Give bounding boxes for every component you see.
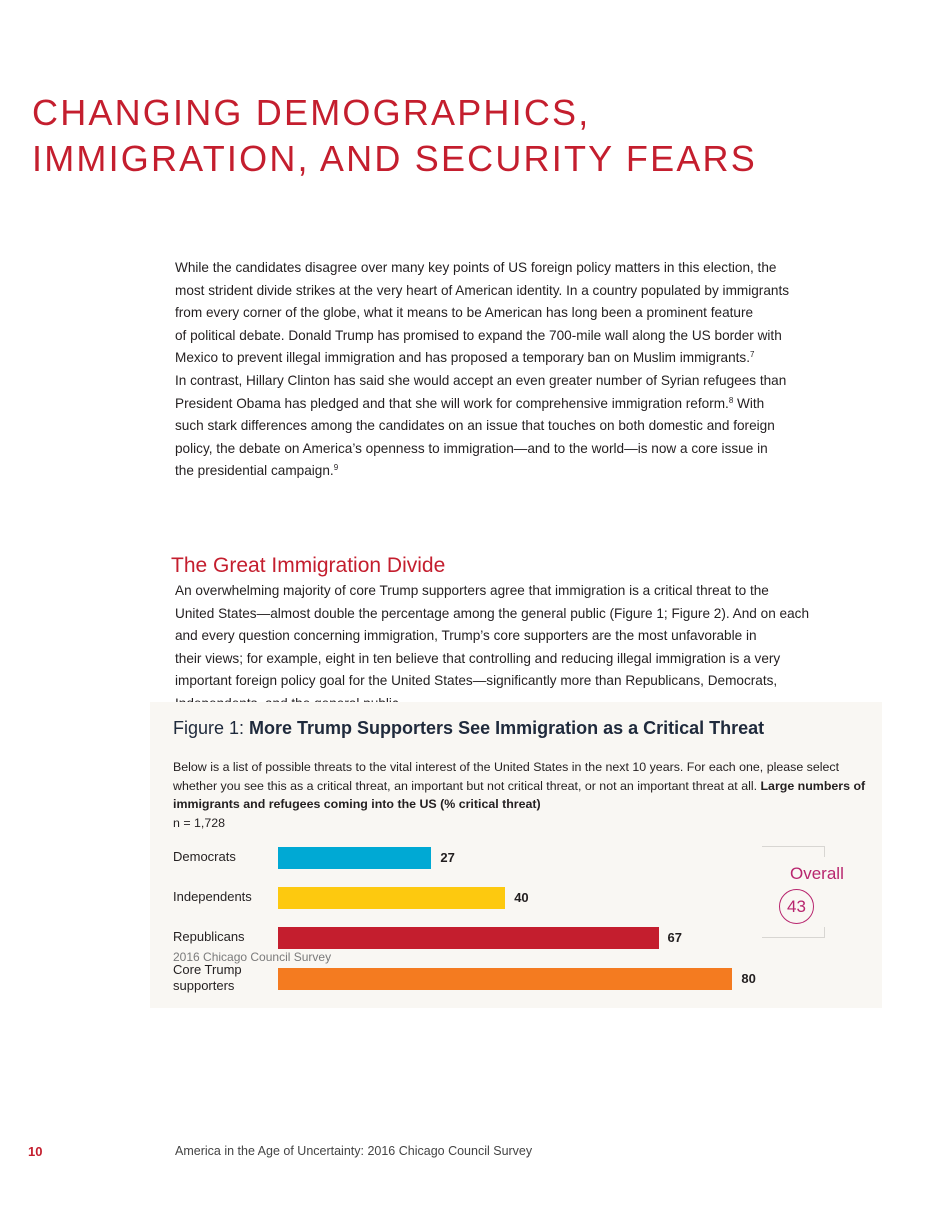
data-label: 40 [514, 890, 529, 905]
figure-title-bold: More Trump Supporters See Immigration as… [249, 718, 765, 738]
figure-title: Figure 1: More Trump Supporters See Immi… [173, 718, 764, 739]
text-line: Mexico to prevent illegal immigration an… [175, 347, 789, 370]
text-span: such stark differences among the candida… [175, 418, 775, 434]
text-span: the presidential campaign. [175, 463, 334, 479]
text-line: While the candidates disagree over many … [175, 257, 789, 280]
intro-paragraph: While the candidates disagree over many … [175, 257, 789, 483]
title-line: IMMIGRATION, AND SECURITY FEARS [32, 138, 757, 179]
text-span: United States—almost double the percenta… [175, 605, 810, 621]
data-label: 80 [741, 971, 756, 986]
bar [278, 927, 659, 949]
text-span: most strident divide strikes at the very… [175, 282, 790, 298]
text-span: Mexico to prevent illegal immigration an… [175, 350, 750, 366]
text-line: the presidential campaign.9 [175, 460, 789, 483]
figure-1: Figure 1: More Trump Supporters See Immi… [150, 702, 882, 1008]
category-label: Republicans [173, 929, 245, 944]
bar [278, 847, 432, 869]
text-line: from every corner of the globe, what it … [175, 302, 789, 325]
question-unit: (% critical threat) [436, 797, 541, 812]
category-label: Democrats [173, 849, 236, 864]
text-span: While the candidates disagree over many … [175, 260, 777, 275]
text-line: their views; for example, eight in ten b… [175, 648, 809, 671]
page-title: CHANGING DEMOGRAPHICS, IMMIGRATION, AND … [32, 90, 757, 182]
bar [278, 968, 733, 990]
section-heading: The Great Immigration Divide [171, 554, 446, 577]
text-line: President Obama has pledged and that she… [175, 393, 789, 416]
question-text: Below is a list of possible threats to t… [173, 760, 840, 793]
footnote-ref[interactable]: 9 [333, 463, 339, 473]
figure-label: Figure 1: [173, 718, 250, 738]
text-span: An overwhelming majority of core Trump s… [175, 583, 769, 598]
text-span: and every question concerning immigratio… [175, 628, 757, 644]
text-span: important foreign policy goal for the Un… [175, 673, 778, 689]
category-label: Independents [173, 889, 252, 904]
text-line: of political debate. Donald Trump has pr… [175, 325, 789, 348]
text-span: With [733, 395, 765, 411]
data-label: 67 [667, 930, 683, 945]
footer-text: America in the Age of Uncertainty: 2016 … [175, 1144, 533, 1158]
text-line: important foreign policy goal for the Un… [175, 670, 809, 693]
text-line: and every question concerning immigratio… [175, 625, 809, 648]
text-span: President Obama has pledged and that she… [175, 395, 729, 411]
sample-size: n = 1,728 [173, 815, 226, 830]
figure-source: 2016 Chicago Council Survey [173, 950, 332, 964]
data-label: 27 [440, 850, 455, 865]
bracket-bottom [762, 927, 825, 938]
text-span: from every corner of the globe, what it … [175, 305, 754, 321]
category-label: Core Trump supporters [173, 962, 242, 993]
text-line: United States—almost double the percenta… [175, 603, 809, 626]
section-paragraph: An overwhelming majority of core Trump s… [175, 580, 809, 716]
text-line: policy, the debate on America’s openness… [175, 438, 789, 461]
bracket-top [762, 846, 825, 857]
overall-label: Overall [790, 864, 844, 883]
text-line: such stark differences among the candida… [175, 415, 789, 438]
question-item: Large numbers of immigrants and refugees… [173, 778, 866, 812]
title-line: CHANGING DEMOGRAPHICS, [32, 92, 591, 133]
text-line: An overwhelming majority of core Trump s… [175, 580, 809, 603]
page-number: 10 [28, 1144, 43, 1159]
text-span: policy, the debate on America’s openness… [175, 440, 768, 456]
survey-question: Below is a list of possible threats to t… [173, 758, 873, 832]
overall-value: 43 [779, 889, 814, 924]
text-line: most strident divide strikes at the very… [175, 280, 789, 303]
text-line: In contrast, Hillary Clinton has said sh… [175, 370, 789, 393]
text-span: In contrast, Hillary Clinton has said sh… [175, 372, 787, 388]
bar [278, 887, 506, 909]
footnote-ref[interactable]: 8 [728, 395, 734, 405]
footnote-ref[interactable]: 7 [749, 350, 755, 360]
text-span: their views; for example, eight in ten b… [175, 650, 781, 666]
text-span: of political debate. Donald Trump has pr… [175, 327, 782, 343]
